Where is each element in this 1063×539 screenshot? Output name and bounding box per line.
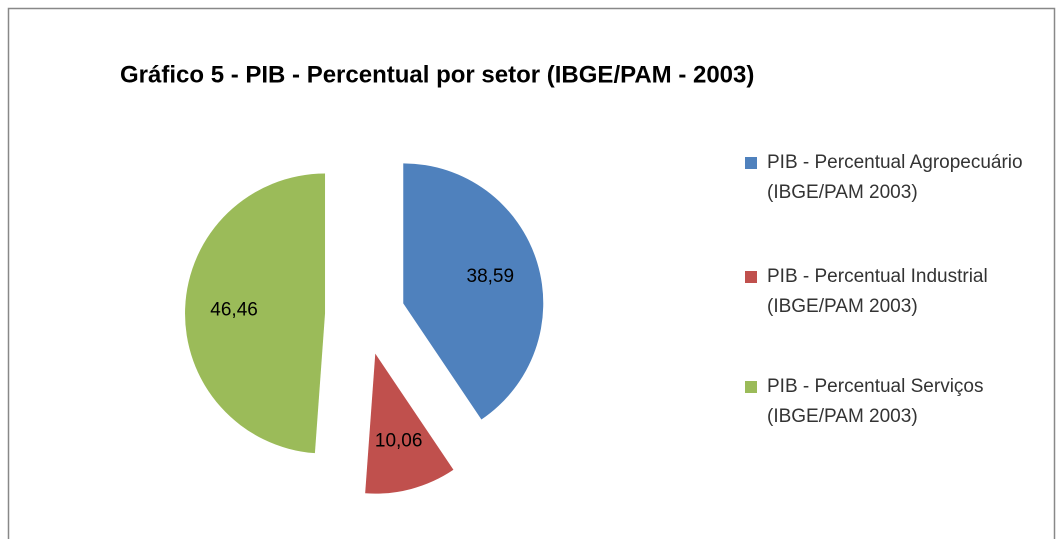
data-label: 38,59 [467, 266, 515, 287]
data-label: 46,46 [210, 299, 258, 320]
data-label: 10,06 [375, 431, 423, 452]
chart-title: Gráfico 5 - PIB - Percentual por setor (… [120, 61, 754, 88]
legend-label: PIB - Percentual Agropecuário (IBGE/PAM 2… [767, 152, 1023, 203]
legend-swatch [745, 157, 757, 169]
legend-swatch [745, 381, 757, 393]
pie-slice [185, 173, 326, 454]
legend-label: PIB - Percentual Industrial (IBGE/PAM 200… [767, 266, 988, 317]
legend-swatch [745, 271, 757, 283]
legend-label: PIB - Percentual Serviços (IBGE/PAM 2003) [767, 376, 983, 427]
pie-slice [403, 163, 544, 420]
pie-slice [365, 353, 454, 494]
